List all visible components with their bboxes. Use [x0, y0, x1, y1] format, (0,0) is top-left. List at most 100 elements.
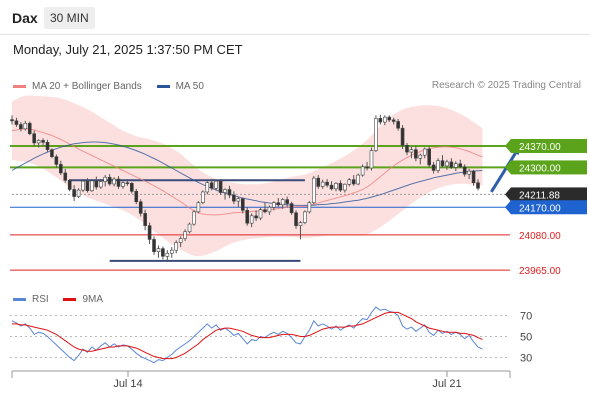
candle-body [338, 183, 343, 191]
candle-body [201, 191, 205, 203]
chart-header: Dax 30 MIN [0, 0, 590, 35]
candle-body [214, 180, 218, 189]
candle-body [45, 141, 50, 150]
candle-body [378, 118, 383, 123]
candle-body [360, 166, 365, 176]
x-tick-label-jul-14: Jul 14 [113, 378, 142, 390]
candle-body [280, 199, 285, 206]
candle-body [427, 148, 431, 166]
candle-body [165, 252, 170, 257]
level-label-24080.00: 24080.00 [519, 231, 561, 242]
candle-body [196, 202, 201, 213]
candle-body [343, 183, 347, 191]
candle-body [245, 210, 250, 224]
candle-body [112, 178, 116, 185]
level-tag-pointer [505, 160, 511, 175]
ma50-swatch [156, 85, 170, 88]
candle-body [72, 189, 76, 197]
candle-body [351, 179, 356, 185]
candle-body [232, 194, 236, 202]
candle-body [192, 211, 196, 225]
candle-body [156, 248, 161, 252]
candle-body [387, 116, 392, 121]
legend-rsi: RSI [13, 294, 49, 305]
candle-body [325, 181, 329, 186]
candle-body [263, 209, 267, 213]
candle-body [152, 239, 156, 252]
candle-body [94, 180, 99, 188]
level-label-24300.00: 24300.00 [519, 163, 561, 174]
candle-body [90, 180, 94, 192]
level-tag-24370.00 [511, 138, 587, 153]
legend-ma20-label: MA 20 + Bollinger Bands [32, 81, 142, 92]
legend-rsi-label: RSI [32, 294, 49, 305]
candle-body [334, 183, 338, 190]
candle-body [178, 238, 183, 243]
candle-body [209, 182, 214, 189]
candle-body [161, 248, 165, 257]
rsi-tick-50: 50 [520, 332, 532, 344]
rsi-tick-70: 70 [520, 311, 532, 323]
candle-body [183, 231, 187, 239]
candle-body [125, 182, 130, 185]
candle-body [272, 202, 276, 208]
level-tag-24170.00 [511, 200, 587, 215]
candle-body [298, 222, 303, 226]
candle-body [436, 160, 440, 171]
candle-body [356, 174, 360, 185]
candle-body [10, 119, 14, 122]
candle-body [223, 189, 227, 193]
candle-body [236, 198, 241, 202]
candle-body [143, 213, 147, 226]
candle-body [471, 170, 476, 184]
candle-body [276, 202, 281, 206]
candle-body [41, 140, 45, 143]
candle-body [414, 149, 418, 159]
candle-body [116, 178, 121, 187]
candle-body [14, 120, 19, 125]
candle-body [205, 182, 210, 193]
legend-ma50: MA 50 [156, 81, 204, 92]
rsi-tick-30: 30 [520, 353, 532, 365]
candle-body [240, 198, 245, 211]
candle-body [138, 201, 143, 214]
candle-body [63, 172, 68, 181]
level-tag-pointer [505, 200, 511, 215]
header-divider [0, 34, 590, 35]
candle-body [130, 183, 134, 192]
candle-body [169, 249, 174, 254]
candle-body [174, 242, 179, 251]
legend-ma9: 9MA [63, 294, 103, 305]
candle-body [294, 212, 298, 226]
level-tag-pointer [505, 138, 511, 153]
candle-body [454, 163, 458, 168]
candle-body [67, 179, 72, 190]
candle-body [374, 118, 378, 151]
bollinger-band [12, 95, 483, 257]
candle-body [227, 189, 232, 196]
ma50-line [11, 141, 483, 206]
rsi-series-rsi [11, 306, 483, 364]
legend-ma20: MA 20 + Bollinger Bands [13, 81, 142, 92]
candle-body [311, 177, 316, 203]
candle-body [396, 121, 400, 129]
candle-body [365, 166, 369, 169]
candle-body [382, 116, 387, 123]
candle-body [54, 156, 59, 165]
legend-ma9-label: 9MA [82, 294, 104, 305]
candle-body [307, 202, 312, 213]
candle-body [76, 189, 81, 197]
candle-body [462, 166, 467, 175]
candle-body [218, 180, 223, 193]
candle-body [32, 133, 36, 144]
candle-body [27, 122, 32, 135]
candle-body [23, 122, 28, 130]
candle-body [418, 154, 423, 159]
candle-body [36, 140, 41, 144]
forecast-arrow-shaft [490, 147, 520, 193]
candle-body [431, 164, 436, 171]
candle-body [147, 225, 152, 240]
interval-button[interactable]: 30 MIN [44, 7, 95, 29]
candle-body [258, 209, 263, 219]
